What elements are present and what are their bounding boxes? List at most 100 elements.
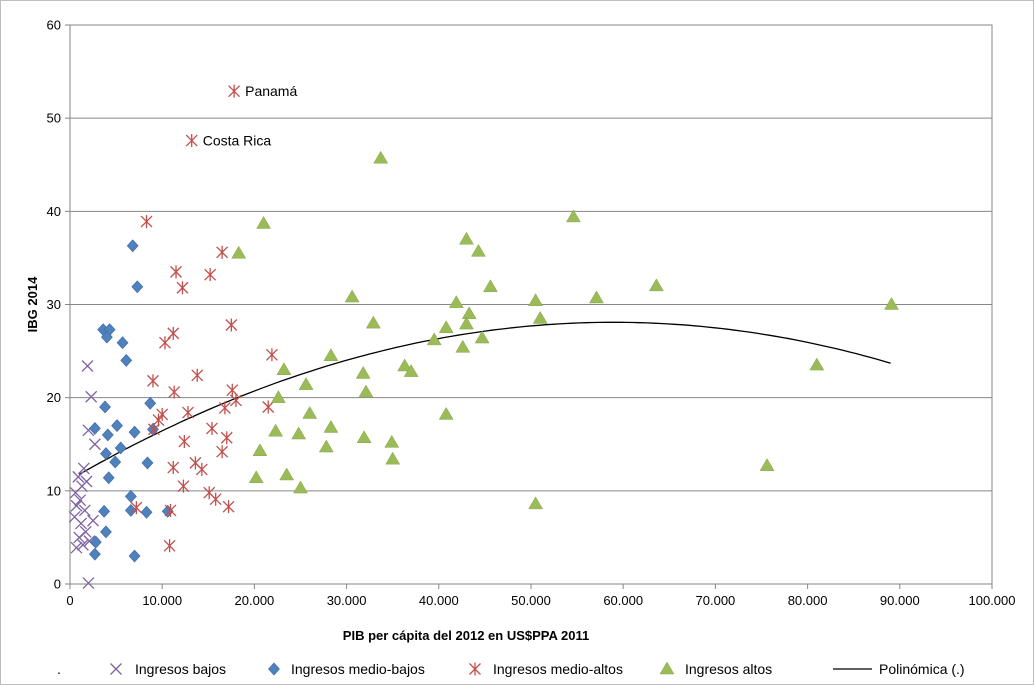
annotation-label: Panamá (245, 83, 297, 99)
point-asterisk (147, 422, 160, 436)
y-tick-label: 10 (47, 483, 61, 498)
point-x (76, 538, 89, 551)
point-diamond (100, 525, 112, 539)
point-diamond (89, 535, 102, 549)
point-triangle (358, 384, 374, 398)
point-asterisk (195, 462, 208, 476)
point-triangle (323, 348, 339, 361)
point-triangle (302, 406, 318, 419)
point-triangle (323, 419, 339, 433)
point-asterisk (168, 385, 181, 399)
point-asterisk (204, 268, 217, 282)
point-asterisk (167, 461, 180, 475)
point-diamond (101, 428, 114, 442)
x-axis-ticks: 0 10.000 20.000 30.000 40.000 50.000 60.000 70.… (66, 584, 1016, 608)
legend-label-trend: Polinómica (.) (879, 661, 965, 677)
point-asterisk (226, 383, 239, 397)
point-triangle (459, 316, 474, 330)
point-triangle (270, 390, 286, 403)
point-triangle (471, 243, 486, 257)
point-triangle (248, 470, 264, 484)
point-asterisk (222, 500, 235, 514)
point-triangle (461, 306, 477, 320)
x-tick-label: 70.000 (696, 593, 736, 608)
x-tick-label: 20.000 (235, 593, 275, 608)
point-asterisk (206, 421, 218, 435)
point-asterisk (265, 348, 278, 362)
point-asterisk (163, 539, 176, 553)
point-triangle (426, 332, 442, 346)
point-diamond (144, 396, 157, 410)
point-triangle (291, 426, 307, 440)
point-triangle (459, 231, 474, 245)
point-diamond (120, 353, 133, 367)
legend-label: Ingresos bajos (135, 661, 226, 677)
point-triangle (293, 480, 308, 494)
point-diamond (131, 280, 144, 294)
point-x (75, 517, 88, 530)
point-diamond (98, 504, 111, 518)
point-x (88, 438, 101, 451)
point-diamond (88, 547, 101, 561)
point-triangle (276, 362, 292, 375)
point-asterisk (209, 492, 222, 506)
point-asterisk (218, 401, 231, 415)
x-axis-title: PIB per cápita del 2012 en US$PPA 2011 (343, 628, 589, 643)
x-tick-label: 0 (66, 593, 73, 608)
x-tick-label: 50.000 (511, 593, 551, 608)
point-triangle (403, 364, 419, 377)
data-points (68, 84, 899, 590)
point-x (74, 494, 87, 507)
x-tick-label: 90.000 (880, 593, 920, 608)
legend-label: Ingresos medio-altos (493, 661, 623, 677)
point-diamond (116, 336, 129, 350)
point-triangle (344, 289, 360, 303)
point-x (87, 514, 100, 527)
legend-marker-asterisk (469, 662, 481, 676)
point-asterisk (147, 374, 159, 388)
x-tick-label: 60.000 (603, 593, 643, 608)
legend-label: Ingresos altos (685, 661, 772, 677)
point-triangle (759, 458, 775, 471)
point-asterisk (230, 393, 242, 407)
point-triangle (482, 279, 498, 293)
y-axis-ticks: 0 10 20 30 40 50 60 (47, 18, 70, 592)
point-triangle (384, 434, 400, 448)
point-diamond (126, 239, 139, 253)
x-tick-label: 80.000 (788, 593, 828, 608)
point-asterisk (176, 281, 189, 295)
point-diamond (102, 471, 115, 485)
point-triangle (268, 423, 284, 437)
point-triangle (455, 339, 471, 353)
x-tick-label: 30.000 (327, 593, 367, 608)
x-tick-label: 100.000 (969, 593, 1016, 608)
point-x (70, 499, 83, 512)
point-triangle (438, 406, 454, 420)
point-diamond (128, 425, 141, 439)
point-asterisk (216, 445, 229, 459)
point-asterisk (216, 245, 229, 259)
point-asterisk (140, 215, 153, 229)
point-triangle (589, 290, 604, 304)
point-diamond (140, 505, 153, 519)
point-asterisk (177, 479, 190, 493)
point-triangle (397, 358, 413, 372)
point-triangle (438, 320, 454, 334)
point-diamond (124, 503, 137, 517)
point-triangle (809, 357, 825, 371)
point-triangle (648, 278, 664, 292)
point-diamond (128, 549, 141, 563)
point-triangle (298, 377, 314, 390)
point-triangle (532, 310, 548, 324)
point-triangle (565, 209, 581, 223)
point-triangle (385, 451, 401, 465)
point-triangle (373, 150, 389, 164)
x-tick-label: 10.000 (142, 593, 182, 608)
legend-marker-x (110, 663, 122, 675)
point-asterisk (225, 318, 238, 332)
point-triangle (256, 215, 272, 229)
point-triangle (528, 496, 544, 510)
point-asterisk (170, 265, 182, 279)
